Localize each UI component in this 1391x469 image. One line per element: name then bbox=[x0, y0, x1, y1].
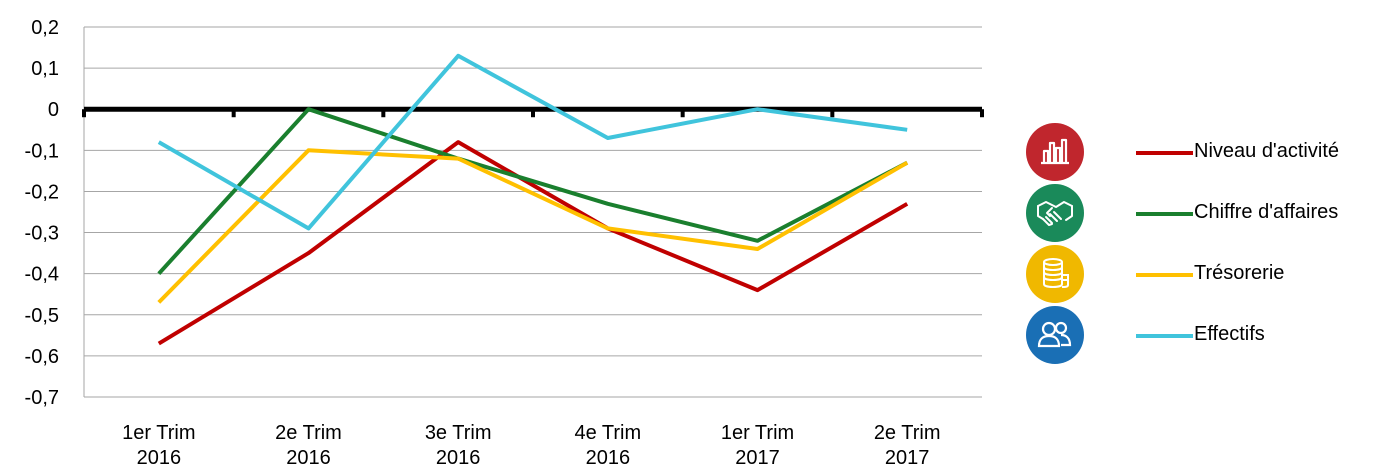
y-tick-label: 0 bbox=[48, 99, 59, 121]
series-line bbox=[157, 107, 909, 276]
y-tick-label: -0,6 bbox=[25, 346, 59, 368]
legend-label: Trésorerie bbox=[1194, 262, 1285, 284]
y-tick-label: -0,3 bbox=[25, 223, 59, 245]
y-tick-label: -0,2 bbox=[25, 181, 59, 203]
series-line bbox=[157, 53, 908, 231]
legend-item-tresorerie: Trésorerie bbox=[1026, 245, 1391, 305]
legend-label: Chiffre d'affaires bbox=[1194, 201, 1339, 223]
x-tick-label: 1er Trim 2016 bbox=[122, 422, 195, 469]
legend-swatch bbox=[1136, 273, 1193, 277]
gridlines bbox=[84, 26, 982, 398]
legend-swatch bbox=[1136, 212, 1193, 216]
legend-swatch bbox=[1136, 151, 1193, 155]
axes bbox=[82, 27, 984, 397]
legend-item-effectifs: Effectifs bbox=[1026, 306, 1391, 366]
series-line bbox=[157, 140, 909, 346]
y-tick-label: -0,5 bbox=[25, 305, 59, 327]
y-tick-label: 0,1 bbox=[31, 58, 59, 80]
x-tick-label: 3e Trim 2016 bbox=[425, 422, 492, 469]
x-tick-label: 2e Trim 2016 bbox=[275, 422, 342, 469]
y-tick-label: -0,7 bbox=[25, 387, 59, 409]
y-tick-label: -0,4 bbox=[25, 264, 59, 286]
x-tick-label: 2e Trim 2017 bbox=[874, 422, 941, 469]
people-icon bbox=[1026, 306, 1084, 364]
y-tick-label: 0,2 bbox=[31, 17, 59, 39]
series-line bbox=[157, 148, 909, 304]
bar-chart-icon bbox=[1026, 123, 1084, 181]
handshake-icon bbox=[1026, 184, 1084, 242]
legend-label: Niveau d'activité bbox=[1194, 140, 1339, 162]
x-axis-tick-labels: 1er Trim 2016 2e Trim 2016 3e Trim 2016 4e Tri… bbox=[122, 422, 940, 469]
series-lines bbox=[157, 53, 909, 346]
legend-label: Effectifs bbox=[1194, 323, 1265, 345]
y-tick-label: -0,1 bbox=[25, 140, 59, 162]
legend-item-niveau-activite: Niveau d'activité bbox=[1026, 123, 1391, 183]
line-chart: 0,2 0,1 0 -0,1 -0,2 -0,3 -0,4 -0,5 -0,6 -0,7 1er … bbox=[25, 17, 984, 469]
x-tick-label: 1er Trim 2017 bbox=[721, 422, 794, 469]
coins-icon bbox=[1026, 245, 1084, 303]
y-axis-tick-labels: 0,2 0,1 0 -0,1 -0,2 -0,3 -0,4 -0,5 -0,6 -0,7 bbox=[25, 17, 59, 409]
legend-swatch bbox=[1136, 334, 1193, 338]
legend-item-chiffre-affaires: Chiffre d'affaires bbox=[1026, 184, 1391, 244]
x-tick-label: 4e Trim 2016 bbox=[574, 422, 641, 469]
